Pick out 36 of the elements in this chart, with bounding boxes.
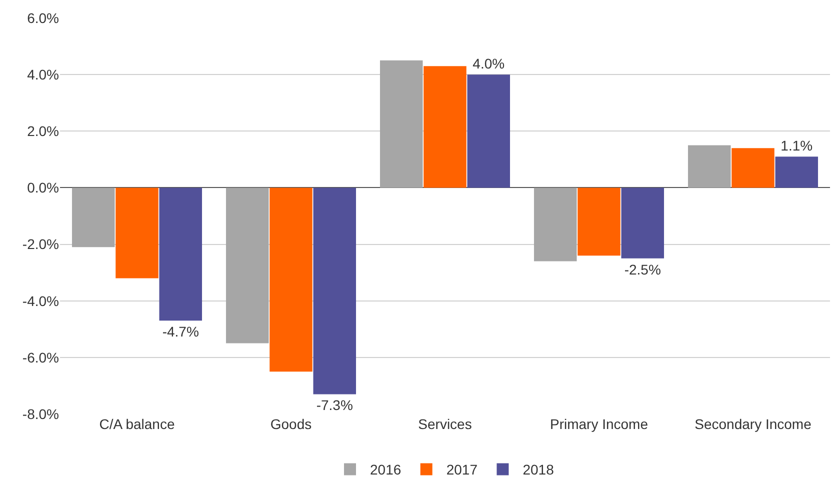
- y-tick-label: 4.0%: [27, 66, 59, 82]
- bar: [775, 156, 818, 188]
- x-tick-label: Secondary Income: [694, 416, 812, 432]
- x-tick-label: Services: [418, 416, 472, 432]
- bar: [159, 188, 202, 321]
- bar: [116, 188, 158, 278]
- bar: [688, 145, 731, 188]
- y-tick-label: -4.0%: [22, 292, 59, 309]
- x-tick-label: C/A balance: [99, 416, 175, 432]
- x-tick-label: Primary Income: [550, 416, 648, 432]
- data-label: 1.1%: [780, 138, 813, 154]
- y-tick-label: 2.0%: [27, 123, 59, 140]
- y-tick-label: 0.0%: [27, 180, 59, 196]
- y-tick-label: -2.0%: [22, 236, 59, 252]
- bar: [424, 66, 466, 188]
- data-label: 4.0%: [472, 56, 505, 72]
- y-tick-label: -8.0%: [22, 406, 59, 422]
- bar: [534, 188, 577, 262]
- bar: [380, 60, 423, 188]
- y-tick-label: -6.0%: [22, 349, 59, 366]
- bar: [467, 74, 510, 188]
- bar: [313, 188, 356, 394]
- legend-label: 2017: [446, 462, 478, 478]
- data-label: -4.7%: [162, 324, 199, 340]
- data-label: -7.3%: [316, 397, 353, 414]
- x-tick-label: Goods: [270, 416, 312, 432]
- data-label: -2.5%: [624, 261, 661, 278]
- legend-label: 2016: [370, 462, 402, 478]
- bar: [578, 188, 620, 256]
- bar: [226, 188, 269, 344]
- bar: [270, 188, 312, 372]
- bar: [621, 188, 664, 258]
- legend-label: 2018: [522, 462, 554, 478]
- y-tick-label: 6.0%: [27, 10, 59, 26]
- bar: [72, 188, 115, 248]
- bar: [732, 148, 774, 188]
